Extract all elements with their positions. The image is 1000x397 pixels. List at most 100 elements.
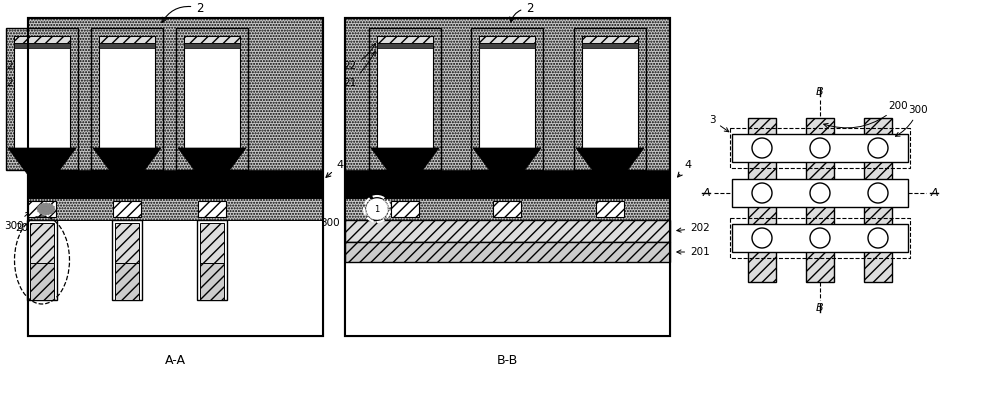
Bar [493, 201, 521, 217]
Polygon shape [576, 148, 644, 175]
Bar [91, 28, 163, 170]
Bar [345, 262, 670, 336]
Bar [115, 223, 139, 263]
Bar [30, 223, 54, 263]
Bar [391, 201, 419, 217]
Circle shape [810, 183, 830, 203]
Bar [28, 201, 56, 217]
Text: B-B: B-B [496, 355, 518, 368]
Bar [345, 220, 670, 242]
Bar [377, 43, 433, 48]
Polygon shape [371, 148, 439, 175]
Bar [184, 36, 240, 150]
Text: 21: 21 [6, 52, 20, 88]
Circle shape [868, 228, 888, 248]
Bar [28, 18, 323, 336]
Text: 300: 300 [4, 212, 30, 231]
Bar [345, 170, 670, 198]
Polygon shape [178, 148, 246, 175]
Bar [197, 220, 227, 300]
Circle shape [810, 228, 830, 248]
Bar [864, 118, 892, 282]
Text: 22: 22 [343, 43, 375, 71]
Text: 200: 200 [824, 101, 908, 128]
Bar [345, 18, 670, 336]
Text: 3: 3 [709, 115, 729, 132]
Text: 201: 201 [677, 247, 710, 257]
Bar [99, 36, 155, 43]
Circle shape [868, 138, 888, 158]
Bar [30, 263, 54, 300]
Circle shape [367, 199, 387, 219]
Text: 2: 2 [510, 2, 534, 22]
Bar [14, 36, 70, 150]
Bar [479, 36, 535, 43]
Circle shape [752, 138, 772, 158]
Bar [479, 36, 535, 150]
Text: 1: 1 [374, 204, 380, 214]
Text: 4: 4 [678, 160, 692, 177]
Circle shape [752, 228, 772, 248]
Bar [345, 18, 670, 336]
Text: 300: 300 [320, 212, 362, 228]
Bar [732, 134, 908, 162]
Bar [99, 36, 155, 150]
Bar [200, 263, 224, 300]
Bar [582, 36, 638, 150]
Bar [200, 223, 224, 263]
Circle shape [868, 183, 888, 203]
Text: A: A [702, 188, 710, 198]
Bar [115, 263, 139, 300]
Text: A-A: A-A [164, 355, 186, 368]
Polygon shape [8, 148, 76, 175]
Bar [345, 242, 670, 262]
Bar [28, 198, 323, 220]
Bar [14, 36, 70, 43]
Bar [369, 28, 441, 170]
Bar [732, 179, 908, 207]
Bar [574, 28, 646, 170]
Bar [377, 36, 433, 150]
Bar [14, 43, 70, 48]
Bar [184, 43, 240, 48]
Bar [6, 28, 78, 170]
Text: 2: 2 [162, 2, 204, 23]
Text: 22: 22 [6, 44, 20, 71]
Bar [806, 118, 834, 282]
Bar [28, 215, 323, 336]
Bar [28, 18, 323, 336]
Bar [176, 28, 248, 170]
Text: 21: 21 [343, 52, 375, 88]
Circle shape [752, 183, 772, 203]
Bar [596, 201, 624, 217]
Text: 202: 202 [677, 223, 710, 233]
Text: B: B [816, 87, 824, 97]
Bar [748, 118, 776, 282]
Bar [28, 170, 323, 198]
Bar [113, 201, 141, 217]
Ellipse shape [37, 203, 55, 215]
Bar [732, 224, 908, 252]
Polygon shape [473, 148, 541, 175]
Bar [112, 220, 142, 300]
Bar [582, 36, 638, 43]
Bar [27, 220, 57, 300]
Text: 4: 4 [326, 160, 344, 177]
Bar [345, 198, 670, 220]
Text: B: B [816, 303, 824, 313]
Bar [28, 220, 323, 336]
Text: 202: 202 [64, 237, 100, 249]
Text: 200: 200 [15, 223, 35, 233]
Bar [582, 43, 638, 48]
Bar [730, 128, 910, 168]
Text: 300: 300 [895, 105, 928, 136]
Bar [479, 43, 535, 48]
Text: 201: 201 [64, 265, 100, 275]
Ellipse shape [42, 206, 50, 212]
Bar [198, 201, 226, 217]
Bar [377, 36, 433, 43]
Circle shape [810, 138, 830, 158]
Polygon shape [93, 148, 161, 175]
Text: A: A [930, 188, 938, 198]
Bar [471, 28, 543, 170]
